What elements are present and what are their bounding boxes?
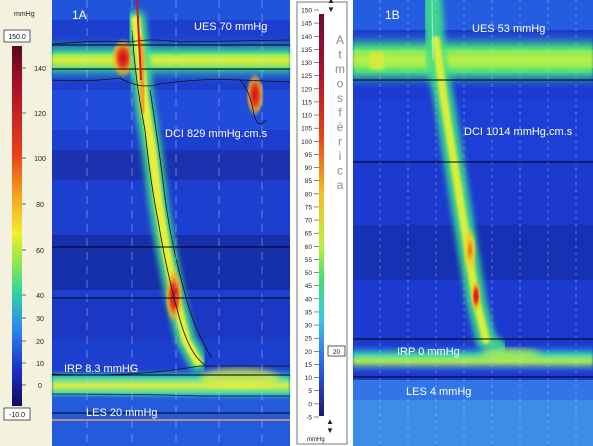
colorbar-1a-tick-label: 10 [36,361,44,368]
scale-1b-tick-label: 130 [301,60,312,67]
scale-1b-tick-label: 50 [305,270,313,277]
panel-label-1a: 1A [72,8,87,22]
scale-1b-tick-label: 35 [305,309,313,316]
colorbar-1a-tick-label: 120 [34,111,46,118]
dci-label-1b: DCI 1014 mmHg.cm.s [464,126,573,138]
scale-1b-bottom-up-arrow: ▲ [326,417,334,426]
scale-1b-tick-label: 10 [305,375,313,382]
ues-label-1a: UES 70 mmHg [194,21,267,33]
scale-1b-bottom-down-arrow: ▼ [326,426,334,435]
scale-1b-tick-label: 70 [305,218,313,225]
scale-1b-unit: mmHg [307,437,325,443]
colorbar-1a-tick-label: 20 [36,339,44,346]
colorbar-1a-tick-label: 30 [36,316,44,323]
scale-1b-tick-label: 80 [305,191,313,198]
scale-1b-tick-label: 115 [302,99,313,106]
scale-1b-tick-label: 55 [305,257,313,264]
scale-1b-tick-label: 135 [301,47,312,54]
les-label-1b: LES 4 mmHg [406,386,471,398]
colorbar-1a-tick-label: 100 [34,156,46,163]
marker-value-1b: 20 [333,349,341,356]
ues-label-1b: UES 53 mmHg [472,23,545,35]
scale-1b-tick-label: 85 [305,178,313,185]
scale-1b-down-arrow: ▼ [327,5,335,14]
scale-1b-tick-label: 25 [305,336,313,343]
scale-1b-tick-label: 75 [305,204,313,211]
scale-1b-tick-label: 150 [301,8,312,15]
scale-1b-tick-label: 60 [305,244,313,251]
colorbar-1a-gradient [12,46,22,406]
scale-1b-tick-label: 90 [305,165,313,172]
les-label-1a: LES 20 mmHg [86,407,158,419]
irp-label-1b: IRP 0 mmHg [397,346,460,358]
colorbar-1a-unit: mmHg [14,11,35,18]
colorbar-1a-tick-label: 0 [38,383,42,390]
scale-1b-tick-label: 45 [305,283,313,290]
scale-1b-tick-label: 105 [301,126,312,133]
scale-1b-tick-label: 145 [301,21,312,28]
marker-box-1b [327,345,346,357]
scale-1b-tick-label: 0 [308,401,312,408]
colorbar-1a-min-value: -10.0 [9,412,25,419]
scale-1b-tick-label: 95 [305,152,313,159]
colorbar-1a-tick-label: 60 [36,248,44,255]
plot-1b: 1B UES 53 mmHg DCI 1014 mmHg.cm.s IRP 0 … [353,0,593,446]
colorbar-1a-max-box [3,29,31,43]
scale-1b-tick-label: 100 [301,139,312,146]
dci-label-1a: DCI 829 mmHg.cm.s [165,128,268,140]
scale-1b-tick-label: 110 [302,113,313,120]
scale-1b-gradient [319,14,324,416]
scale-1b: 1501451401351301251201151101051009590858… [296,0,348,445]
colorbar-1a-background [0,0,52,446]
irp-label-1a: IRP 8.3 mmHG [64,363,138,375]
scale-1b-tick-label: 30 [305,323,313,330]
colorbar-1a-min-box [3,407,31,421]
colorbar-1a-max-value: 150.0 [8,34,26,41]
colorbar-1a-tick-label: 140 [34,66,46,73]
scale-1b-tick-label: 15 [305,362,313,369]
scale-1b-tick-label: 120 [301,86,312,93]
scale-1b-tick-label: 125 [301,73,312,80]
scale-1b-up-arrow: ▲ [327,0,335,5]
scale-1b-tick-label: 20 [305,349,313,356]
scale-1b-ticks: 1501451401351301251201151101051009590858… [301,8,319,422]
scale-1b-tick-label: 5 [308,388,312,395]
panel-label-1b: 1B [385,8,400,22]
plot-1a: 1A UES 70 mmHg DCI 829 mmHg.cm.s IRP 8.3… [51,0,291,446]
scale-1b-tick-label: 40 [305,296,313,303]
scale-1b-tick-label: 65 [305,231,313,238]
colorbar-1a-tick-label: 40 [36,293,44,300]
colorbar-1a-tick-label: 80 [36,202,44,209]
scale-1b-tick-label: 140 [301,34,312,41]
scale-1b-tick-label: -5 [306,415,312,422]
